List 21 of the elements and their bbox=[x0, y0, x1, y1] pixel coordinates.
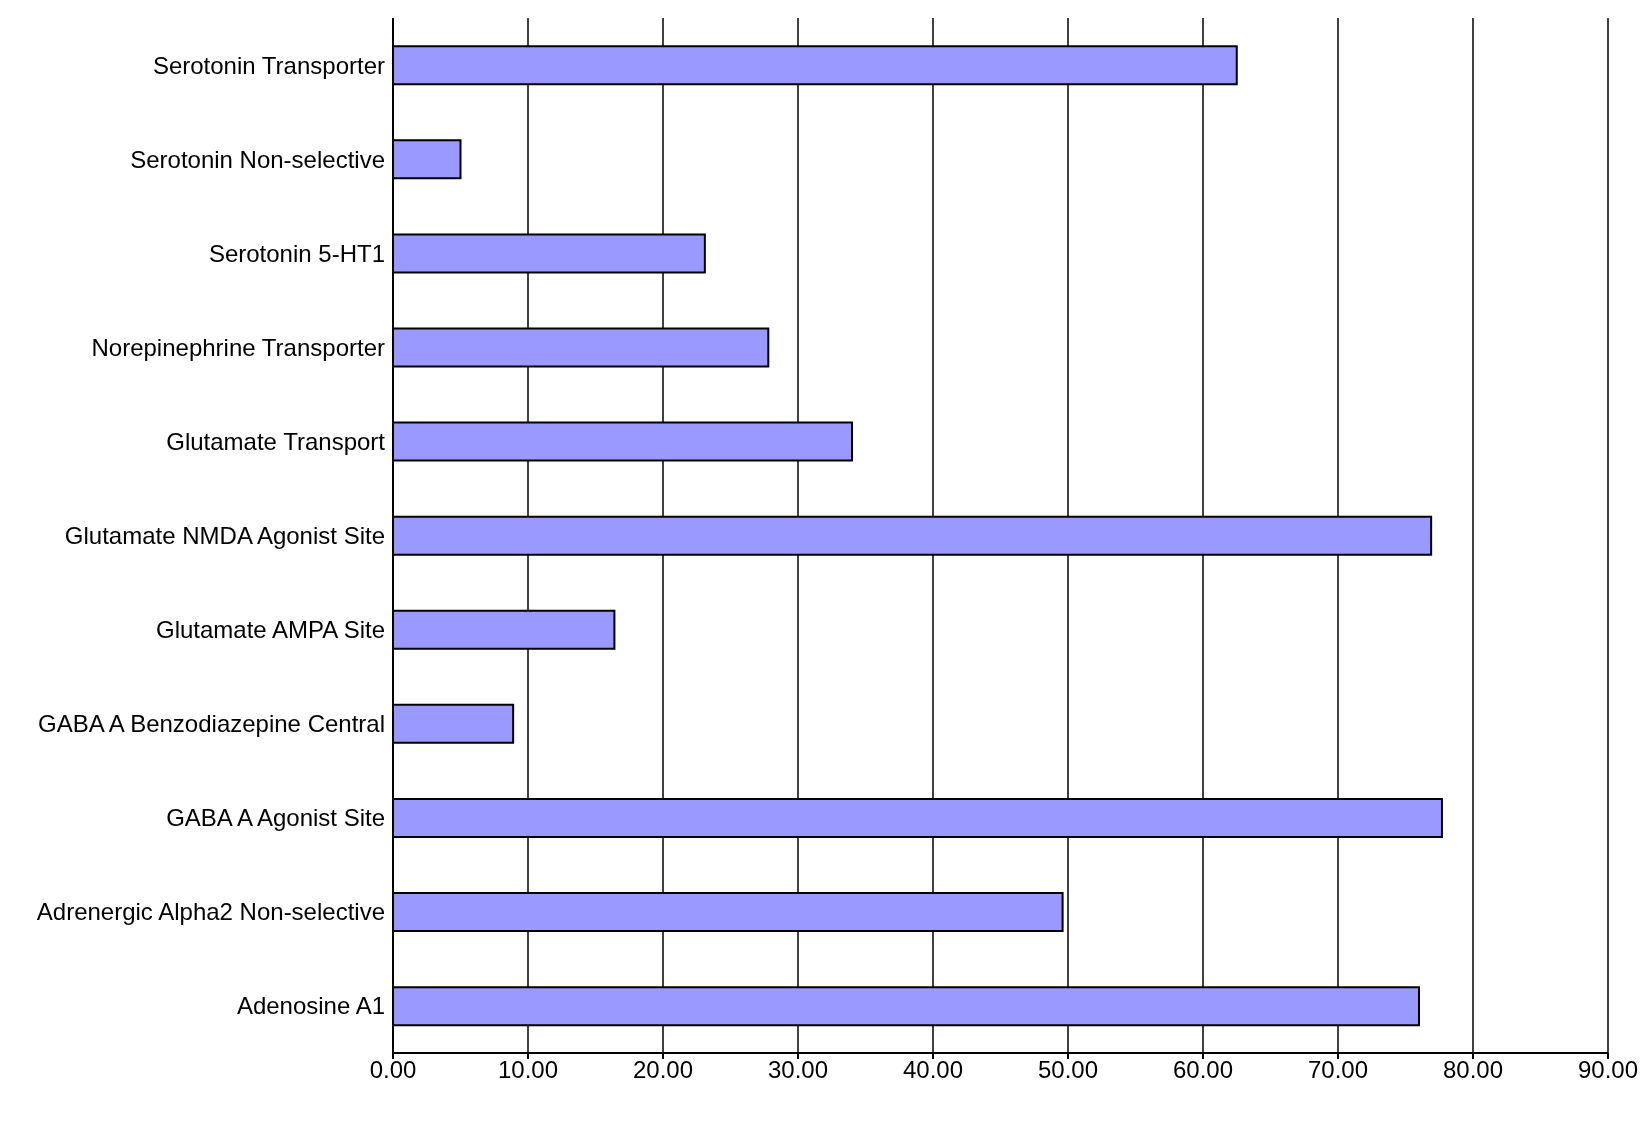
x-tick-label: 30.00 bbox=[767, 1056, 829, 1084]
x-tick-label: 60.00 bbox=[1172, 1056, 1234, 1084]
y-tick-label: GABA A Benzodiazepine Central bbox=[38, 710, 385, 738]
y-tick-label: Adenosine A1 bbox=[236, 992, 385, 1020]
y-tick-label: Serotonin Non-selective bbox=[130, 145, 385, 173]
y-tick-label: Serotonin Transporter bbox=[152, 51, 386, 79]
x-tick-label: 50.00 bbox=[1037, 1056, 1099, 1084]
y-tick-label: Norepinephrine Transporter bbox=[91, 333, 385, 361]
y-tick-label: GABA A Agonist Site bbox=[166, 804, 385, 832]
x-tick-label: 70.00 bbox=[1307, 1056, 1369, 1084]
x-tick-label: 80.00 bbox=[1442, 1056, 1504, 1084]
x-tick-label: 40.00 bbox=[902, 1056, 964, 1084]
y-tick-label: Glutamate NMDA Agonist Site bbox=[64, 522, 385, 550]
y-tick-label: Glutamate Transport bbox=[166, 427, 386, 455]
y-tick-label: Adrenergic Alpha2 Non-selective bbox=[36, 898, 385, 926]
x-tick-label: 10.00 bbox=[497, 1056, 559, 1084]
x-tick-label: 20.00 bbox=[632, 1056, 694, 1084]
y-tick-label: Serotonin 5-HT1 bbox=[208, 239, 385, 267]
x-tick-label: 0.00 bbox=[369, 1056, 417, 1084]
y-tick-label: Glutamate AMPA Site bbox=[156, 616, 385, 644]
x-tick-label: 90.00 bbox=[1577, 1056, 1639, 1084]
